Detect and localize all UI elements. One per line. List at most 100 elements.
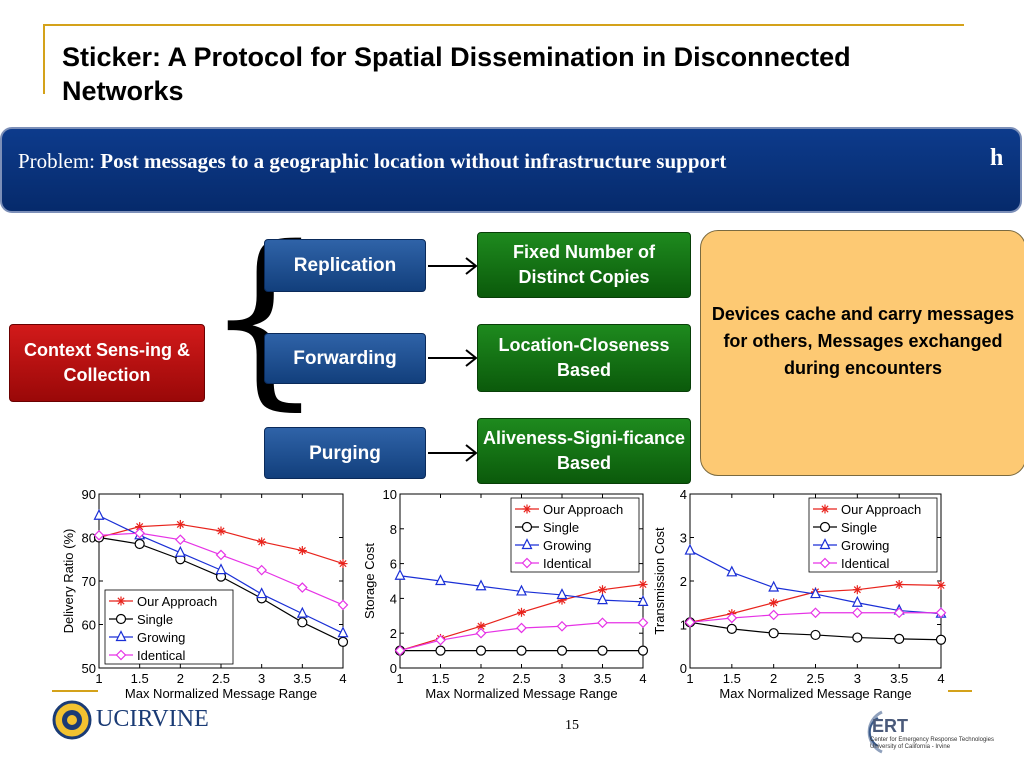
- replication-box: Replication: [264, 239, 426, 292]
- data-point: [516, 645, 527, 656]
- y-tick-label: 4: [390, 591, 397, 606]
- y-axis-label: Transmission Cost: [652, 527, 667, 635]
- data-point: [597, 593, 608, 605]
- y-tick-label: 8: [390, 522, 397, 537]
- x-tick-label: 4: [639, 671, 646, 686]
- x-axis-label: Max Normalized Message Range: [125, 686, 317, 700]
- data-point: [257, 537, 267, 547]
- x-tick-label: 1: [686, 671, 693, 686]
- forwarding-box: Forwarding: [264, 333, 426, 384]
- y-axis-label: Delivery Ratio (%): [61, 529, 76, 634]
- data-point: [851, 595, 863, 607]
- data-point: [810, 607, 821, 619]
- data-point: [175, 519, 185, 529]
- data-point: [851, 607, 863, 619]
- data-point: [684, 543, 696, 555]
- devices-callout: Devices cache and carry messages for oth…: [700, 230, 1024, 476]
- data-point: [93, 508, 105, 520]
- legend-marker: [819, 538, 831, 550]
- data-point: [394, 645, 406, 656]
- x-tick-label: 3: [558, 671, 565, 686]
- legend: Our Approach Single Growing Identical: [104, 589, 234, 665]
- data-point: [768, 628, 779, 639]
- x-tick-label: 4: [937, 671, 944, 686]
- data-point: [726, 565, 738, 577]
- data-point: [768, 580, 780, 592]
- x-tick-label: 1.5: [431, 671, 449, 686]
- context-sensing-box: Context Sens-ing & Collection: [9, 324, 205, 402]
- data-point: [216, 526, 226, 536]
- y-tick-label: 80: [82, 531, 96, 546]
- problem-banner: Problem: Post messages to a geographic l…: [0, 127, 1022, 213]
- legend-label: Identical: [841, 556, 890, 571]
- x-tick-label: 3.5: [293, 671, 311, 686]
- location-closeness-box: Location-Closeness Based: [477, 324, 691, 392]
- legend-label: Our Approach: [543, 502, 623, 517]
- x-axis-label: Max Normalized Message Range: [719, 686, 911, 700]
- data-point: [852, 632, 863, 643]
- data-point: [93, 529, 105, 541]
- data-point: [598, 585, 607, 595]
- data-point: [810, 587, 821, 599]
- data-point: [296, 582, 308, 593]
- data-point: [810, 629, 821, 641]
- slide-title: Sticker: A Protocol for Spatial Dissemin…: [62, 42, 851, 106]
- legend-marker: [115, 613, 127, 625]
- data-point: [435, 645, 446, 656]
- y-tick-label: 2: [390, 626, 397, 641]
- x-tick-label: 2.5: [806, 671, 824, 686]
- legend-marker: [521, 557, 533, 569]
- data-point: [215, 563, 227, 575]
- legend-marker: [820, 504, 830, 514]
- legend-label: Single: [137, 612, 173, 627]
- legend-marker: [819, 557, 831, 569]
- data-point: [338, 559, 348, 569]
- legend-label: Our Approach: [137, 594, 217, 609]
- y-tick-label: 1: [680, 618, 687, 633]
- legend-label: Identical: [543, 556, 592, 571]
- x-tick-label: 1.5: [723, 671, 741, 686]
- y-tick-label: 2: [680, 574, 687, 589]
- legend-marker: [116, 596, 126, 606]
- data-point: [684, 616, 696, 628]
- x-tick-label: 2.5: [512, 671, 530, 686]
- data-point: [597, 617, 608, 629]
- data-point: [475, 645, 487, 656]
- arrows: [428, 257, 478, 462]
- y-tick-label: 6: [390, 557, 397, 572]
- chart-delivery-ratio: 1 1.5 2 2.5 3 3.5 4 50 60 70 80 90 Max Normalized Me…: [61, 487, 349, 700]
- x-tick-label: 2.5: [212, 671, 230, 686]
- y-tick-label: 60: [82, 618, 96, 633]
- data-point: [174, 534, 186, 546]
- data-point: [637, 645, 649, 656]
- ert-logo: [848, 706, 888, 761]
- header-rule: [43, 24, 964, 26]
- arrow-replication-head: [465, 257, 478, 275]
- data-point: [852, 585, 862, 595]
- data-point: [215, 549, 227, 561]
- data-point: [935, 634, 947, 645]
- data-point: [394, 568, 406, 580]
- y-tick-label: 70: [82, 574, 96, 589]
- x-tick-label: 4: [339, 671, 346, 686]
- fixed-copies-box: Fixed Number of Distinct Copies: [477, 232, 691, 298]
- data-point: [297, 546, 307, 556]
- y-tick-label: 4: [680, 487, 687, 502]
- data-point: [135, 522, 145, 532]
- data-point: [296, 606, 308, 618]
- data-point: [894, 633, 905, 644]
- data-point: [638, 579, 648, 589]
- data-point: [936, 580, 946, 590]
- problem-suffix: h: [990, 145, 1004, 171]
- y-tick-label: 90: [82, 487, 96, 502]
- footer-rule-right: [948, 690, 972, 692]
- x-tick-label: 3: [854, 671, 861, 686]
- y-tick-label: 50: [82, 661, 96, 676]
- x-tick-label: 1: [95, 671, 102, 686]
- data-point: [435, 574, 446, 586]
- ert-subtitle: Center for Emergency Response Technologi…: [870, 737, 994, 751]
- legend-label: Growing: [543, 538, 591, 553]
- y-tick-label: 0: [390, 661, 397, 676]
- legend-label: Growing: [137, 630, 185, 645]
